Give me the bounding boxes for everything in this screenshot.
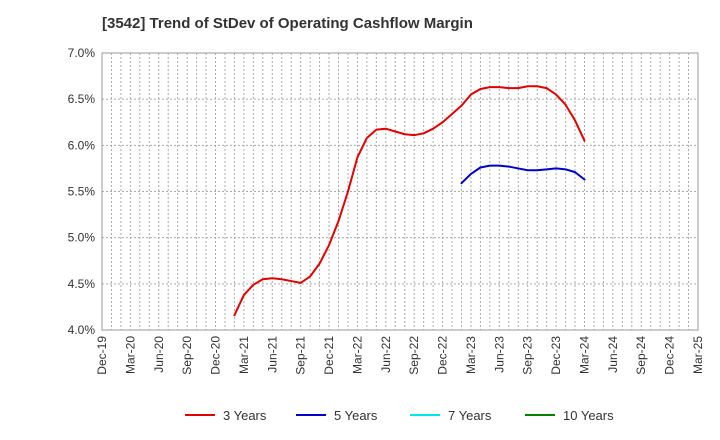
plot-frame (101, 52, 699, 331)
x-tick-label: Dec-20 (209, 336, 223, 375)
y-tick-label: 6.0% (68, 138, 96, 152)
x-tick-label: Dec-19 (95, 336, 109, 375)
x-tick-label: Sep-21 (294, 336, 308, 375)
x-tick-label: Mar-24 (577, 336, 591, 374)
x-tick-label: Jun-21 (265, 336, 279, 373)
grid-layer (102, 53, 698, 330)
x-tick-label: Dec-23 (549, 336, 563, 375)
y-tick-label: 5.0% (68, 231, 96, 245)
legend-label-7-years: 7 Years (448, 408, 492, 423)
y-axis: 4.0% 4.5% 5.0% 5.5% 6.0% 6.5% 7.0% (68, 46, 96, 337)
x-tick-label: Sep-24 (634, 336, 648, 375)
x-tick-label: Sep-20 (180, 336, 194, 375)
x-tick-label: Mar-20 (123, 336, 137, 374)
x-tick-label: Jun-23 (492, 336, 506, 373)
y-tick-label: 6.5% (68, 92, 96, 106)
x-tick-label: Mar-25 (691, 336, 705, 374)
x-tick-label: Dec-24 (663, 336, 677, 375)
x-tick-label: Sep-23 (521, 336, 535, 375)
legend: 3 Years 5 Years 7 Years 10 Years (185, 408, 614, 423)
y-tick-label: 7.0% (68, 46, 96, 60)
x-tick-label: Dec-22 (436, 336, 450, 375)
x-tick-label: Mar-23 (464, 336, 478, 374)
y-tick-label: 5.5% (68, 185, 96, 199)
x-tick-label: Jun-24 (606, 336, 620, 373)
legend-label-3-years: 3 Years (223, 408, 267, 423)
legend-label-5-years: 5 Years (334, 408, 378, 423)
x-tick-label: Jun-22 (379, 336, 393, 373)
x-tick-label: Mar-22 (350, 336, 364, 374)
x-tick-label: Mar-21 (237, 336, 251, 374)
y-tick-label: 4.5% (68, 277, 96, 291)
y-tick-label: 4.0% (68, 323, 96, 337)
series-line-5-years (460, 164, 586, 185)
x-tick-label: Jun-20 (152, 336, 166, 373)
legend-label-10-years: 10 Years (563, 408, 614, 423)
series-layer (233, 85, 586, 317)
x-tick-label: Dec-21 (322, 336, 336, 375)
x-axis: Dec-19 Mar-20 Jun-20 Sep-20 Dec-20 Mar-21 Jun-… (95, 336, 705, 375)
x-tick-label: Sep-22 (407, 336, 421, 375)
series-line-3-years (233, 85, 586, 317)
chart-title: [3542] Trend of StDev of Operating Cashf… (102, 15, 473, 32)
